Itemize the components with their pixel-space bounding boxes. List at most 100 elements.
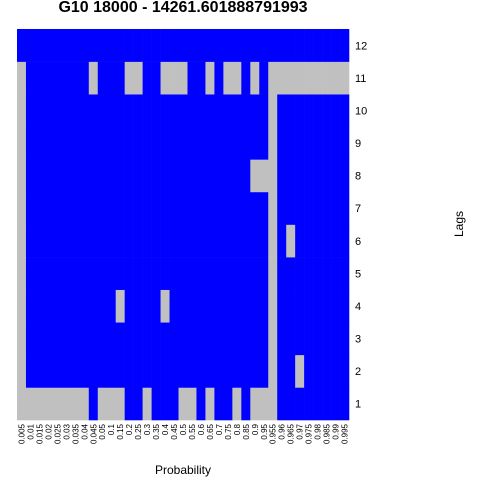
heatmap-cell (52, 159, 63, 193)
heatmap-cell (322, 289, 332, 323)
heatmap-cell (133, 224, 143, 258)
heatmap-cell (133, 61, 143, 95)
heatmap-cell (124, 354, 134, 388)
y-tick-label: 12 (355, 40, 367, 52)
heatmap-cell (205, 387, 215, 421)
heatmap-cell (304, 354, 314, 388)
heatmap-cell (286, 159, 296, 193)
heatmap-cell (124, 159, 134, 193)
heatmap-cell (52, 29, 63, 62)
heatmap-cell (169, 224, 179, 258)
heatmap-cell (142, 191, 152, 225)
heatmap-cell (241, 322, 251, 356)
heatmap-cell (277, 94, 287, 128)
heatmap-cell (286, 354, 296, 388)
heatmap-cell (106, 257, 117, 290)
heatmap-cell (70, 322, 81, 356)
heatmap-cell (97, 224, 108, 258)
x-tick-label: 0.9 (251, 423, 260, 435)
heatmap-cell (142, 126, 152, 160)
heatmap-cell (340, 126, 350, 160)
heatmap-cell (79, 224, 90, 258)
heatmap-cell (268, 257, 278, 290)
heatmap-cell (331, 29, 341, 62)
heatmap-cell (223, 289, 233, 323)
heatmap-cell (232, 126, 242, 160)
heatmap-cell (106, 224, 117, 258)
heatmap-cell (250, 29, 260, 62)
heatmap-cell (142, 354, 152, 388)
x-tick-label: 0.03 (62, 423, 71, 439)
heatmap-cell (115, 191, 125, 225)
heatmap-cell (313, 257, 323, 290)
heatmap-cell (250, 387, 260, 421)
heatmap-cell (250, 257, 260, 290)
heatmap-cell (52, 61, 63, 95)
heatmap-cell (277, 257, 287, 290)
heatmap-cell (178, 94, 188, 128)
heatmap-cell (187, 257, 197, 290)
heatmap-cell (70, 354, 81, 388)
heatmap-cell (115, 126, 125, 160)
heatmap-cell (205, 191, 215, 225)
heatmap-cell (331, 94, 341, 128)
heatmap-cell (241, 126, 251, 160)
heatmap-cell (268, 322, 278, 356)
heatmap-cell (151, 61, 161, 95)
heatmap-cell (151, 159, 161, 193)
heatmap-cell (295, 29, 305, 62)
y-tick-label: 6 (355, 236, 361, 248)
heatmap-cell (214, 191, 224, 225)
heatmap-cell (25, 159, 36, 193)
heatmap-cell (178, 289, 188, 323)
heatmap-cell (259, 126, 269, 160)
heatmap-cell (295, 159, 305, 193)
heatmap-cell (142, 257, 152, 290)
heatmap-cell (187, 61, 197, 95)
heatmap-cell (43, 289, 54, 323)
heatmap-cell (322, 257, 332, 290)
heatmap-cell (214, 94, 224, 128)
heatmap-cell (223, 387, 233, 421)
heatmap-cell (25, 61, 36, 95)
x-tick-label: 0.035 (71, 423, 80, 444)
heatmap-cell (79, 94, 90, 128)
heatmap-cell (52, 257, 63, 290)
heatmap-cell (241, 289, 251, 323)
heatmap-cell (160, 224, 170, 258)
heatmap-cell (259, 224, 269, 258)
heatmap-cell (115, 289, 125, 323)
heatmap-cell (97, 29, 108, 62)
heatmap-cell (115, 354, 125, 388)
heatmap-cell (322, 354, 332, 388)
heatmap-cell (187, 224, 197, 258)
heatmap-cell (97, 387, 108, 421)
heatmap-cell (34, 61, 45, 95)
heatmap-cell (169, 322, 179, 356)
heatmap-cell (106, 289, 117, 323)
heatmap-cell (304, 159, 314, 193)
heatmap-cell (268, 159, 278, 193)
heatmap-cell (259, 289, 269, 323)
heatmap-cell (304, 387, 314, 421)
heatmap-cell (187, 354, 197, 388)
heatmap-cell (331, 191, 341, 225)
heatmap-cell (331, 61, 341, 95)
heatmap-cell (43, 29, 54, 62)
heatmap-cell (205, 224, 215, 258)
heatmap-cell (331, 354, 341, 388)
heatmap-cell (169, 159, 179, 193)
heatmap-cell (250, 61, 260, 95)
heatmap-cell (259, 387, 269, 421)
heatmap-cell (97, 354, 108, 388)
heatmap-cell (115, 322, 125, 356)
y-tick-label: 10 (355, 105, 367, 117)
heatmap-cell (160, 322, 170, 356)
heatmap-cell (70, 387, 81, 421)
heatmap-cell (133, 387, 143, 421)
heatmap-cell (43, 354, 54, 388)
heatmap-cell (97, 322, 108, 356)
x-tick-label: 0.55 (188, 423, 197, 439)
heatmap-cell (124, 29, 134, 62)
heatmap-cell (340, 224, 350, 258)
